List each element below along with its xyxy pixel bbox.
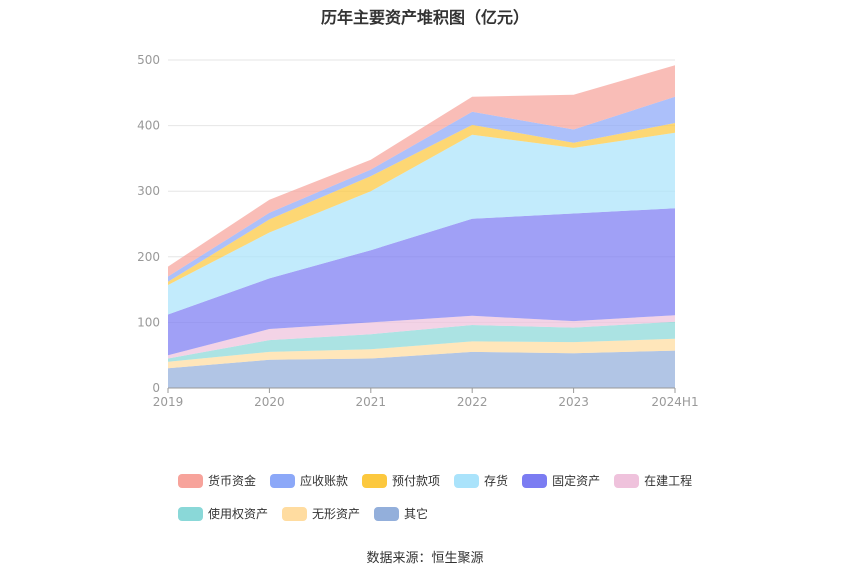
axes: 0 100 200 300 400 500 2019 2020 2021 2022 2023 2024… bbox=[137, 53, 699, 409]
legend-label: 存货 bbox=[484, 474, 509, 488]
legend-label: 固定资产 bbox=[552, 474, 601, 488]
area-series-1 bbox=[168, 338, 675, 369]
area-series-4 bbox=[168, 208, 675, 356]
legend-swatch bbox=[282, 506, 308, 521]
legend-item-8[interactable]: 其它 bbox=[374, 505, 428, 522]
y-tick-label: 500 bbox=[137, 53, 160, 67]
legend-label: 其它 bbox=[404, 507, 429, 521]
area-series-0 bbox=[168, 350, 675, 388]
legend-label: 无形资产 bbox=[312, 507, 361, 521]
chart-title: 历年主要资产堆积图（亿元） bbox=[320, 8, 529, 27]
legend: 货币资金 应收账款 预付款项 存货 固定资产 在建工程使用权资产 无形资产 其它 bbox=[178, 472, 718, 522]
y-tick-label: 200 bbox=[137, 250, 160, 264]
area-series-7 bbox=[168, 96, 675, 282]
area-series-3 bbox=[168, 315, 675, 359]
legend-label: 预付款项 bbox=[392, 474, 441, 488]
legend-label: 在建工程 bbox=[644, 474, 693, 488]
data-source: 数据来源：恒生聚源 bbox=[366, 551, 484, 566]
area-series-6 bbox=[168, 123, 675, 285]
legend-label: 货币资金 bbox=[208, 474, 257, 488]
area-series bbox=[168, 65, 675, 388]
legend-item-5[interactable]: 在建工程 bbox=[614, 472, 692, 489]
legend-swatch bbox=[178, 473, 203, 488]
legend-swatch bbox=[362, 473, 388, 488]
x-tick-label: 2024H1 bbox=[651, 395, 698, 409]
x-tick-label: 2021 bbox=[356, 395, 387, 409]
legend-swatch bbox=[178, 506, 203, 521]
y-tick-label: 400 bbox=[137, 119, 160, 133]
legend-swatch bbox=[270, 473, 296, 488]
y-tick-label: 0 bbox=[152, 381, 160, 395]
x-tick-label: 2022 bbox=[457, 395, 488, 409]
area-series-8 bbox=[168, 65, 675, 277]
legend-label: 应收账款 bbox=[300, 474, 349, 488]
legend-label: 使用权资产 bbox=[208, 507, 269, 521]
legend-item-2[interactable]: 预付款项 bbox=[362, 472, 440, 489]
legend-item-6[interactable]: 使用权资产 bbox=[178, 505, 268, 522]
legend-item-4[interactable]: 固定资产 bbox=[522, 472, 600, 489]
x-tick-label: 2020 bbox=[254, 395, 285, 409]
x-tick-label: 2019 bbox=[153, 395, 184, 409]
legend-item-3[interactable]: 存货 bbox=[454, 472, 508, 489]
legend-item-0[interactable]: 货币资金 bbox=[178, 472, 256, 489]
y-tick-label: 300 bbox=[137, 184, 160, 198]
legend-item-7[interactable]: 无形资产 bbox=[282, 505, 360, 522]
x-tick-label: 2023 bbox=[558, 395, 589, 409]
area-series-5 bbox=[168, 132, 675, 315]
legend-swatch bbox=[522, 473, 548, 488]
legend-swatch bbox=[454, 473, 480, 488]
area-series-2 bbox=[168, 321, 675, 362]
legend-item-1[interactable]: 应收账款 bbox=[270, 472, 348, 489]
legend-swatch bbox=[614, 473, 640, 488]
legend-swatch bbox=[374, 506, 400, 521]
y-tick-label: 100 bbox=[137, 315, 160, 329]
